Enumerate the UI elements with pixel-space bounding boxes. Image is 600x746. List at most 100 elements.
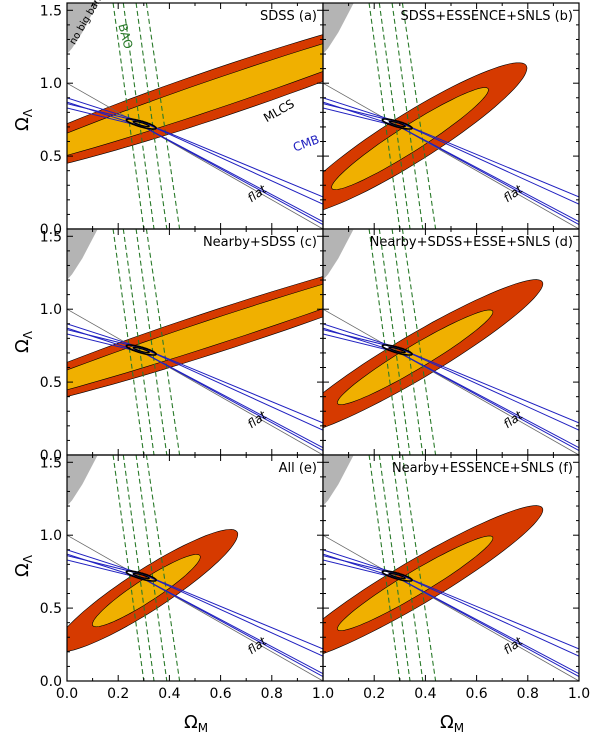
panel-title: SDSS (a) [260,9,317,24]
y-tick-label: 0.5 [40,375,62,391]
x-tick-label: 1.0 [568,686,590,702]
bao-line [368,3,401,229]
panel-d: flat Nearby+SDSS+ESSE+SNLS (d) [322,228,580,456]
flat-label: flat [501,633,526,657]
combined-contour [381,118,413,130]
no-big-bang-region [323,455,354,506]
x-tick-label: 0.6 [209,686,231,702]
y-tick-label: 1.5 [40,3,62,19]
sn-contour-inner [92,554,201,628]
sn-contour-inner [337,535,494,632]
bao-line [122,229,155,455]
y-tick-label: 1.5 [40,229,62,245]
combined-contour [125,344,157,356]
panel-c: flat Nearby+SDSS (c) 0.0 0.5 1.0 1.5 [40,228,324,464]
panel-f: flat Nearby+ESSENCE+SNLS (f) 0.2 0.4 0.6 0.8 1… [322,454,590,702]
x-tick-label: 0.4 [158,686,180,702]
flat-universe-line [67,82,323,229]
no-big-bang-region [67,455,98,506]
x-tick-label: 0.6 [465,686,487,702]
bao-line [145,455,181,681]
bao-line [112,455,145,681]
combined-contour [381,570,413,582]
sn-contour-inner [67,43,323,156]
y-axis-label-2: ΩΛ [12,330,35,353]
flat-universe-line [67,534,323,681]
y-tick-label: 0.5 [40,601,62,617]
x-axis-label-left: ΩM [184,712,208,735]
x-tick-label: 0.4 [414,686,436,702]
x-axis-label-right: ΩM [440,712,464,735]
x-tick-label: 0.2 [107,686,129,702]
y-axis-label-1: ΩΛ [12,108,35,131]
combined-contour [125,570,157,582]
bao-line [135,455,168,681]
bao-line [122,3,155,229]
y-tick-label: 0.0 [40,448,62,464]
flat-label: flat [501,407,526,431]
y-tick-label: 1.0 [40,302,62,318]
bao-line [391,455,424,681]
combined-contour-inner [132,572,150,580]
y-tick-label: 1.5 [40,455,62,471]
bao-line [112,3,145,229]
combined-contour [381,344,413,356]
x-tick-label: 0.8 [517,686,539,702]
bao-line [378,455,411,681]
y-tick-label: 0.0 [40,222,62,238]
flat-universe-line [323,308,579,455]
bao-label: BAO [115,22,135,50]
sn-contour-inner [337,309,494,406]
flat-universe-line [323,534,579,681]
flat-label: flat [245,181,270,205]
flat-label: flat [245,633,270,657]
bao-line [368,229,401,455]
combined-contour [125,118,157,130]
bao-line [401,455,437,681]
x-tick-label: 0.8 [261,686,283,702]
combined-contour-inner [132,346,150,354]
bao-line [135,3,168,229]
combined-contour-inner [388,346,406,354]
x-tick-label: 0.0 [56,686,78,702]
no-big-bang-region [323,3,354,54]
bao-line [112,229,145,455]
y-tick-label: 0.5 [40,149,62,165]
no-big-bang-region [67,229,98,280]
flat-label: flat [245,407,270,431]
bao-line [145,3,181,229]
y-tick-label: 0.0 [40,674,62,690]
y-axis-label-3: ΩΛ [12,554,35,577]
sn-contour-inner [67,283,323,391]
bao-line [378,229,411,455]
bao-line [401,3,437,229]
bao-line [401,229,437,455]
y-tick-label: 1.0 [40,76,62,92]
x-tick-label: 0.2 [363,686,385,702]
bao-line [368,455,401,681]
panel-b: flat SDSS+ESSENCE+SNLS (b) [322,2,580,230]
bao-line [135,229,168,455]
flat-label: flat [501,181,526,205]
x-tick-label: 1.0 [312,686,334,702]
panel-title: SDSS+ESSENCE+SNLS (b) [401,9,574,24]
panel-e: flat All (e) 0.0 0.5 1.0 1.5 0.0 0.2 0.4 0.6 0.8 1.… [40,454,334,702]
panel-title: Nearby+ESSENCE+SNLS (f) [392,461,573,476]
y-tick-label: 1.0 [40,528,62,544]
bao-line [391,229,424,455]
no-big-bang-region [67,3,98,54]
bao-line [122,455,155,681]
bao-line [391,3,424,229]
bao-line [145,229,181,455]
bao-line [378,3,411,229]
flat-universe-line [323,82,579,229]
cmb-label: CMB [291,132,321,154]
panel-title: All (e) [279,461,317,476]
combined-contour-inner [132,120,150,128]
panel-title: Nearby+SDSS+ESSE+SNLS (d) [370,235,573,250]
flat-universe-line [67,308,323,455]
panel-title: Nearby+SDSS (c) [203,235,317,250]
no-big-bang-region [323,229,354,280]
